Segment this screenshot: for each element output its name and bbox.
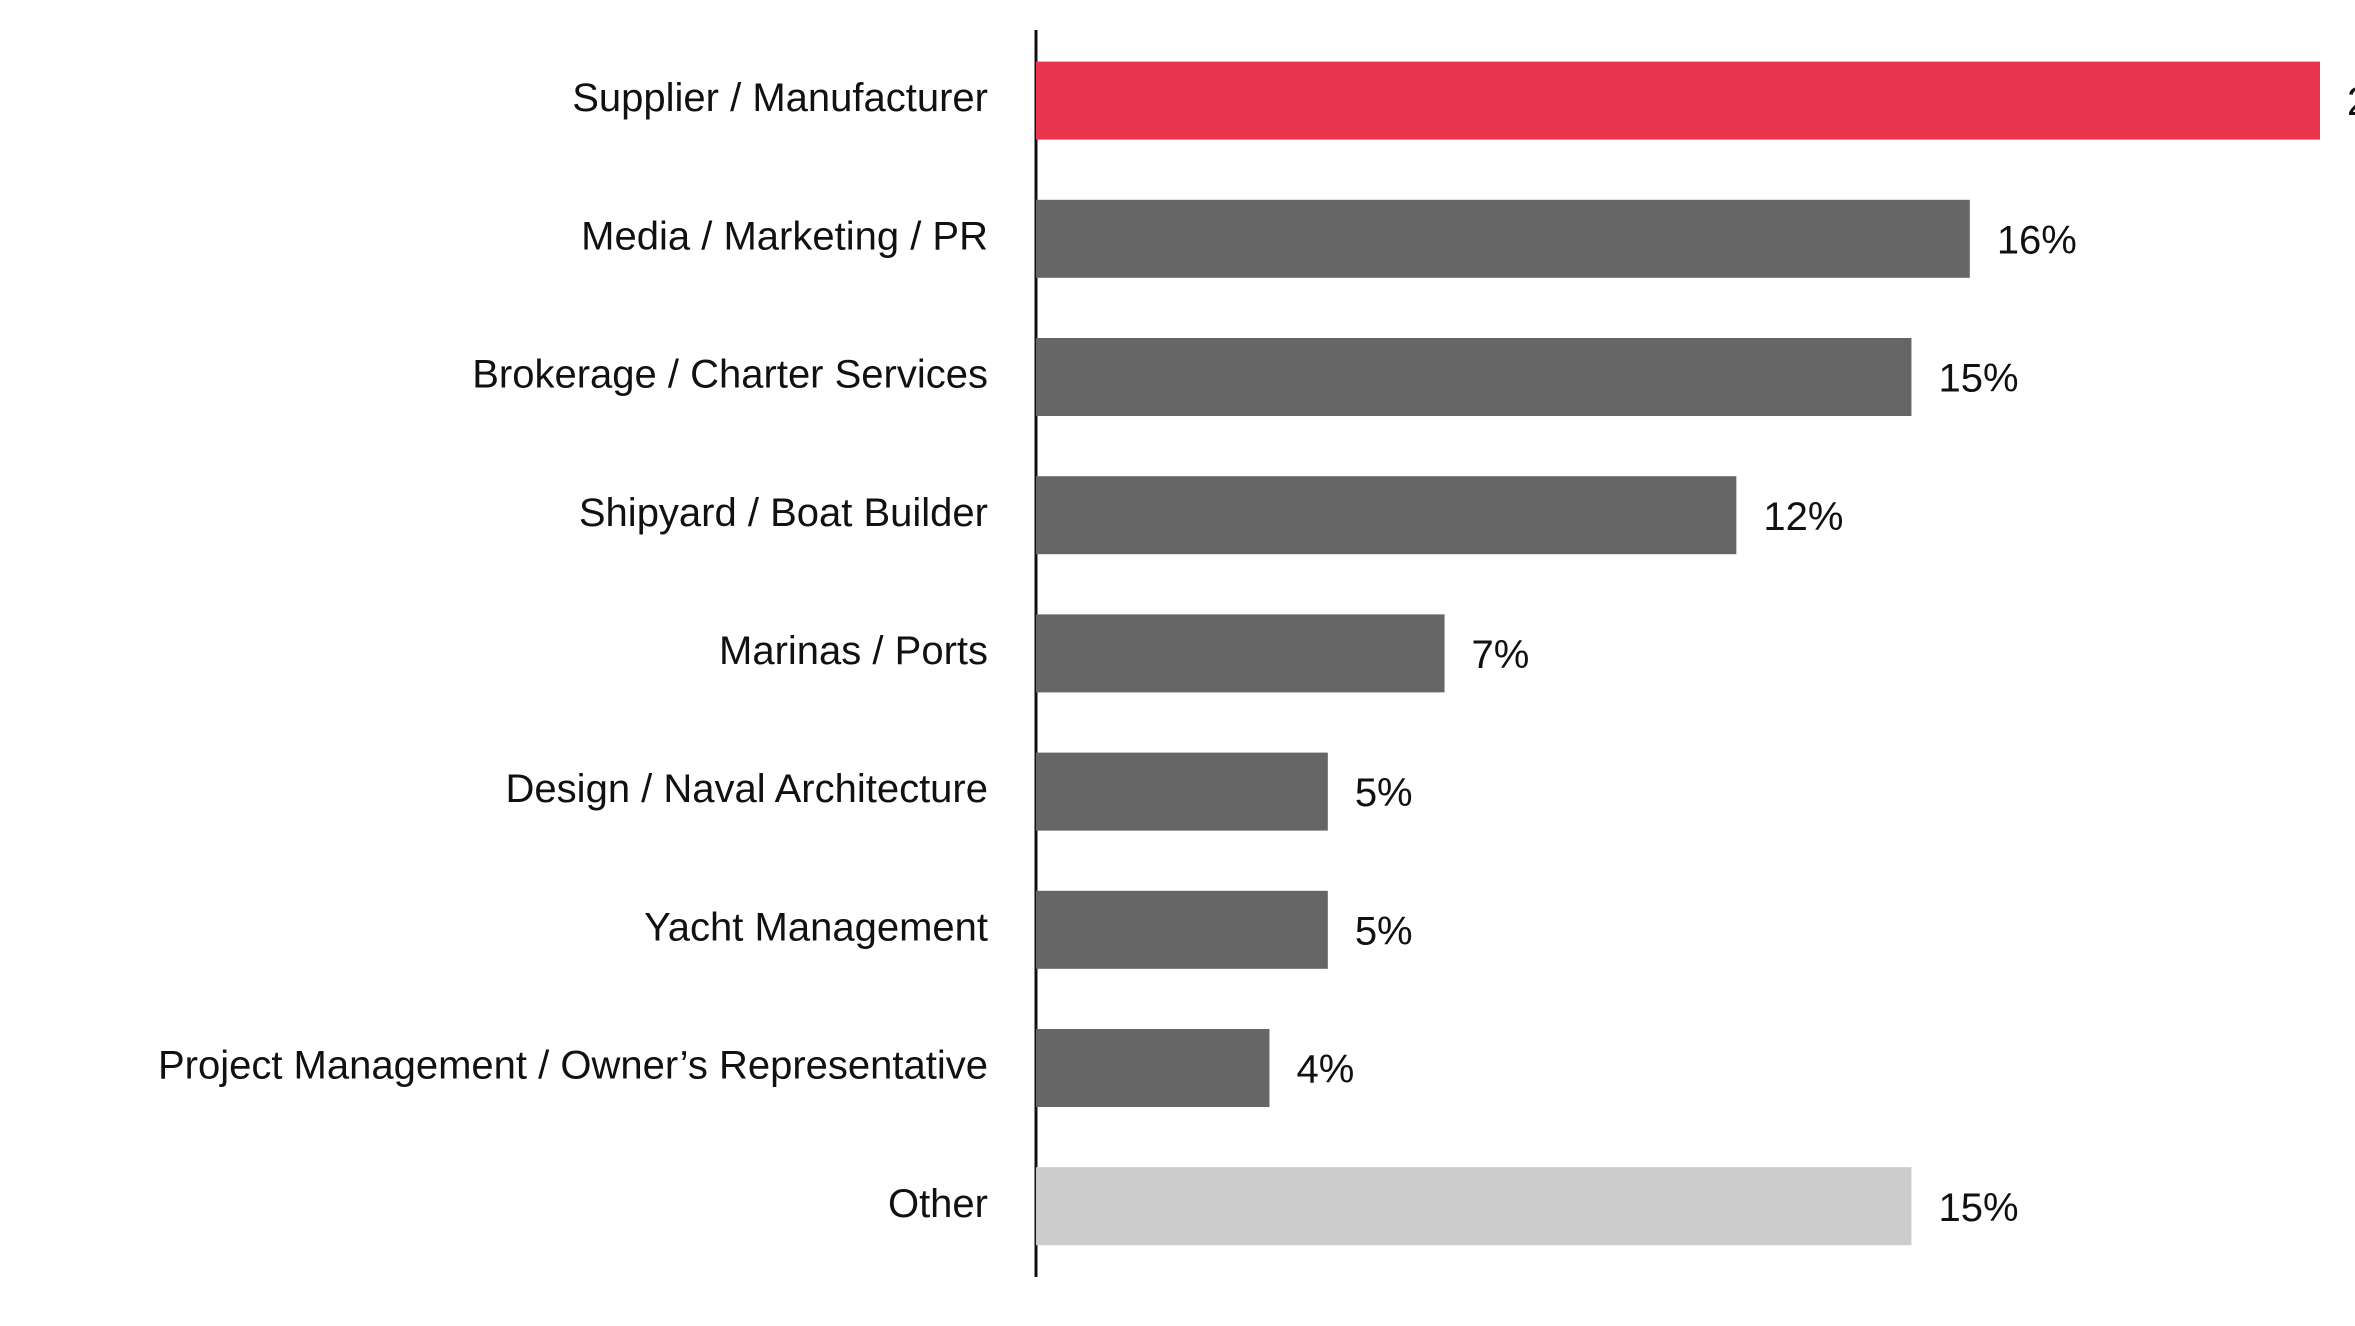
- bar: [1036, 752, 1328, 831]
- bar: [1036, 614, 1445, 693]
- value-label: 7%: [1472, 633, 1530, 677]
- category-label: Media / Marketing / PR: [581, 214, 988, 258]
- bar: [1036, 61, 2320, 140]
- value-label: 5%: [1355, 909, 1413, 953]
- value-label: 16%: [1997, 218, 2077, 262]
- bar: [1036, 890, 1328, 969]
- category-label: Project Management / Owner’s Representat…: [158, 1044, 988, 1088]
- value-label: 5%: [1355, 771, 1413, 815]
- bar: [1036, 476, 1737, 555]
- bar: [1036, 199, 1970, 278]
- bar: [1036, 1167, 1912, 1246]
- category-label: Other: [888, 1182, 988, 1226]
- value-label: 12%: [1763, 495, 1843, 539]
- category-label: Supplier / Manufacturer: [572, 76, 988, 120]
- bar: [1036, 338, 1912, 416]
- category-label: Brokerage / Charter Services: [472, 353, 988, 397]
- value-label: 22%: [2347, 80, 2355, 124]
- category-label: Marinas / Ports: [719, 629, 988, 673]
- category-label: Yacht Management: [644, 905, 988, 949]
- value-label: 15%: [1938, 1186, 2018, 1230]
- value-label: 15%: [1938, 357, 2018, 401]
- category-label: Design / Naval Architecture: [506, 767, 988, 811]
- value-label: 4%: [1296, 1048, 1354, 1092]
- bar: [1036, 1029, 1270, 1107]
- category-label: Shipyard / Boat Builder: [579, 491, 988, 535]
